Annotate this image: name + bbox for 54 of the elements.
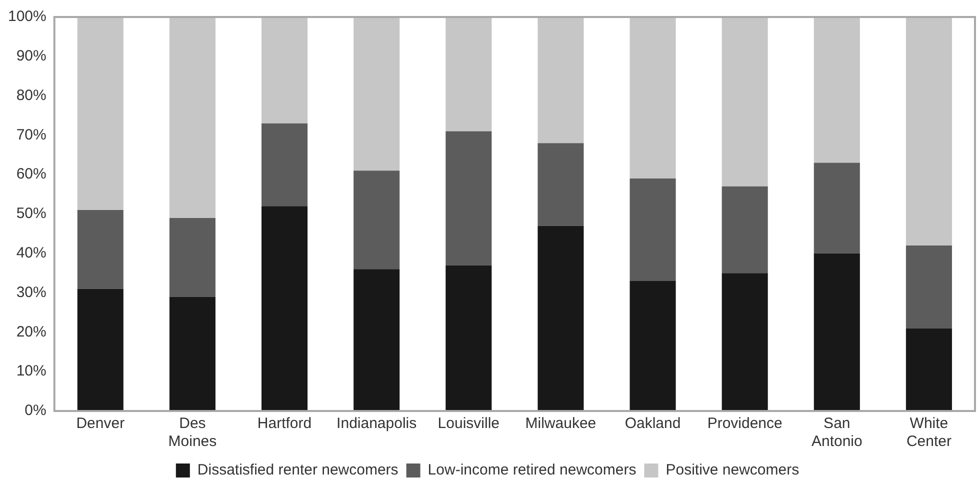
y-tick-label: 60% [16, 166, 46, 183]
x-tick-label: Des Moines [168, 415, 217, 450]
legend-label: Low-income retired newcomers [428, 462, 636, 479]
y-tick-label: 30% [16, 284, 46, 301]
bar [630, 178, 676, 281]
x-tick-label: Milwaukee [525, 415, 596, 432]
bar [538, 17, 584, 144]
bar [538, 143, 584, 226]
y-tick-label: 50% [16, 205, 46, 222]
y-tick-label: 0% [24, 402, 46, 420]
bar [538, 226, 584, 411]
bar [354, 170, 400, 270]
bar [354, 17, 400, 171]
y-tick-label: 90% [16, 48, 46, 65]
x-tick-label: Hartford [257, 415, 312, 432]
bar [169, 17, 216, 218]
y-tick-label: 70% [16, 126, 46, 144]
legend-label: Dissatisfied renter newcomers [197, 462, 398, 479]
bar [906, 328, 952, 411]
x-tick-label: San Antonio [811, 415, 862, 450]
bar [630, 17, 676, 179]
x-tick-label: White Center [906, 415, 952, 450]
bar [262, 123, 308, 206]
y-tick-label: 100% [8, 8, 46, 26]
bar [906, 17, 952, 246]
bar [446, 17, 492, 132]
bar [814, 253, 860, 411]
bar [722, 17, 768, 186]
bar [814, 162, 860, 254]
bar [446, 131, 492, 266]
x-tick-label: Providence [707, 415, 782, 432]
bar [630, 280, 676, 411]
bar [722, 273, 768, 411]
x-tick-label: Louisville [438, 415, 500, 432]
x-tick-label: Indianapolis [336, 415, 417, 432]
bar [262, 17, 308, 124]
bar [77, 17, 124, 210]
y-tick-label: 80% [16, 86, 46, 104]
bar [77, 288, 124, 411]
bar [814, 17, 860, 163]
x-tick-label: Oakland [624, 415, 681, 432]
bar [262, 206, 308, 411]
bar [722, 186, 768, 274]
bar [446, 265, 492, 411]
y-tick-label: 40% [16, 244, 46, 262]
x-tick-label: Denver [76, 415, 125, 432]
bar [906, 246, 952, 328]
bar [77, 210, 124, 289]
y-tick-label: 20% [16, 323, 46, 340]
bar [354, 269, 400, 411]
legend-label: Positive newcomers [666, 462, 800, 479]
bar [169, 218, 216, 297]
y-tick-label: 10% [16, 362, 46, 380]
bar [169, 296, 216, 411]
